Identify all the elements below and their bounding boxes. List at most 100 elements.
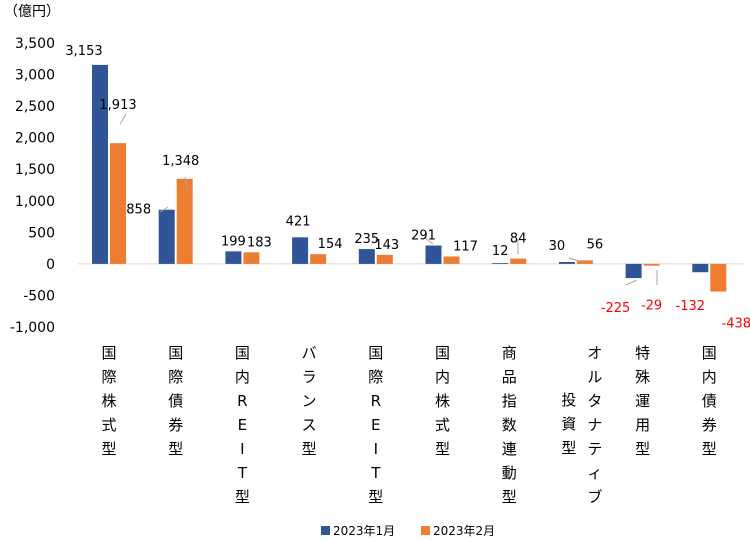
category-label-char: 指 xyxy=(502,392,517,410)
category-label-char: 際 xyxy=(368,368,383,386)
bar-jan-3 xyxy=(292,237,309,264)
data-label-feb-7: 56 xyxy=(587,237,604,252)
category-label-char: 内 xyxy=(702,368,717,386)
y-tick-label: 3,000 xyxy=(15,68,55,84)
category-label-char: 券 xyxy=(168,416,183,434)
category-label-char: R xyxy=(237,392,247,410)
y-tick-label: 1,500 xyxy=(15,162,55,178)
category-label-char: 際 xyxy=(168,368,183,386)
data-label-jan-5: 291 xyxy=(411,229,436,244)
category-label-char: タ xyxy=(587,392,602,410)
data-label-jan-1: 858 xyxy=(126,203,151,218)
category-label-char: 用 xyxy=(635,416,650,434)
category-label-char: 型 xyxy=(168,440,183,458)
data-label-feb-9: -438 xyxy=(722,317,750,332)
category-label-char: 国 xyxy=(368,344,383,362)
leader-line xyxy=(625,279,638,286)
bar-jan-8 xyxy=(625,263,642,279)
category-label-char: 型 xyxy=(302,440,317,458)
data-label-jan-2: 199 xyxy=(221,234,246,249)
bar-feb-3 xyxy=(310,254,327,264)
category-label-char: ラ xyxy=(302,368,317,386)
category-label-char: E xyxy=(371,416,380,434)
bar-feb-6 xyxy=(510,258,527,264)
category-label-char: ン xyxy=(302,392,317,410)
legend-swatch-feb xyxy=(421,526,430,535)
data-label-jan-0: 3,153 xyxy=(65,44,102,59)
y-tick-label: 1,000 xyxy=(15,194,55,210)
bar-feb-1 xyxy=(176,178,193,264)
y-axis: -1,000 -500 0 500 1,000 1,500 2,000 2,500 3,000 3… xyxy=(10,36,55,336)
leader-line xyxy=(423,236,434,245)
category-label-char: 式 xyxy=(101,416,116,434)
bars xyxy=(92,64,727,292)
category-labels: 国際株式型国際債券型国内REIT型バランス型国際REIT型国内株式型商品指数連動… xyxy=(101,344,716,506)
category-label-char: 債 xyxy=(168,392,183,410)
bar-jan-6 xyxy=(492,263,509,264)
data-label-feb-4: 143 xyxy=(374,238,399,253)
data-label-feb-0: 1,913 xyxy=(99,98,136,113)
category-label-char: 国 xyxy=(168,344,183,362)
category-label-char: T xyxy=(370,464,381,482)
category-label-char: 商 xyxy=(502,344,517,362)
bar-jan-7 xyxy=(558,261,575,264)
data-label-feb-5: 117 xyxy=(453,240,478,255)
category-label-char: 株 xyxy=(435,392,450,410)
category-label-char: 投 xyxy=(561,391,576,409)
leader-line xyxy=(184,176,189,191)
category-label-char: 国 xyxy=(702,344,717,362)
category-label-char: 型 xyxy=(435,440,450,458)
category-label-char: 型 xyxy=(101,440,116,458)
category-label-char: 型 xyxy=(635,440,650,458)
category-label-char: E xyxy=(238,416,247,434)
bar-feb-2 xyxy=(243,252,260,264)
category-label-char: 債 xyxy=(702,392,717,410)
category-label-char: 内 xyxy=(235,368,250,386)
category-label-char: ィ xyxy=(587,464,602,482)
y-tick-label: 500 xyxy=(28,225,55,241)
legend: 2023年1月 2023年2月 xyxy=(321,524,495,538)
category-label-char: 国 xyxy=(235,344,250,362)
bar-jan-4 xyxy=(358,249,375,264)
bar-feb-0 xyxy=(110,143,126,264)
category-label-char: 型 xyxy=(561,439,576,457)
data-label-jan-6: 12 xyxy=(492,244,509,259)
category-label-char: I xyxy=(240,440,244,458)
leader-line xyxy=(568,257,583,263)
data-label-feb-1: 1,348 xyxy=(162,154,199,169)
category-label-char: 資 xyxy=(561,415,576,433)
category-label-char: 型 xyxy=(368,488,383,506)
legend-swatch-jan xyxy=(321,526,330,535)
category-label-char: 殊 xyxy=(635,368,650,386)
category-label-char: 型 xyxy=(235,488,250,506)
bar-feb-5 xyxy=(443,256,460,264)
category-label-char: R xyxy=(371,392,381,410)
data-label-feb-6: 84 xyxy=(510,232,527,247)
category-label-char: 株 xyxy=(101,392,116,410)
label-leader-lines xyxy=(119,113,658,286)
category-label-char: オ xyxy=(587,344,602,362)
category-label-char: ナ xyxy=(587,416,602,434)
category-label-char: 動 xyxy=(502,464,517,482)
leader-line xyxy=(119,113,127,125)
category-label-char: ブ xyxy=(587,488,602,506)
category-label-char: 式 xyxy=(435,416,450,434)
category-label-char: 国 xyxy=(435,344,450,362)
bar-jan-1 xyxy=(158,209,175,264)
data-label-jan-8: -225 xyxy=(601,301,631,316)
category-label-char: 際 xyxy=(101,368,116,386)
data-label-jan-3: 421 xyxy=(286,214,311,229)
category-label-char: 内 xyxy=(435,368,450,386)
category-label-char: 券 xyxy=(702,416,717,434)
data-label-jan-7: 30 xyxy=(549,239,566,254)
data-label-feb-8: -29 xyxy=(641,299,662,314)
y-tick-label: 2,000 xyxy=(15,131,55,147)
bar-jan-2 xyxy=(225,251,242,264)
category-label-char: 特 xyxy=(635,344,650,362)
leader-line xyxy=(159,206,169,213)
category-label-char: T xyxy=(237,464,248,482)
bar-jan-5 xyxy=(425,245,442,264)
category-label-char: 数 xyxy=(502,416,517,434)
